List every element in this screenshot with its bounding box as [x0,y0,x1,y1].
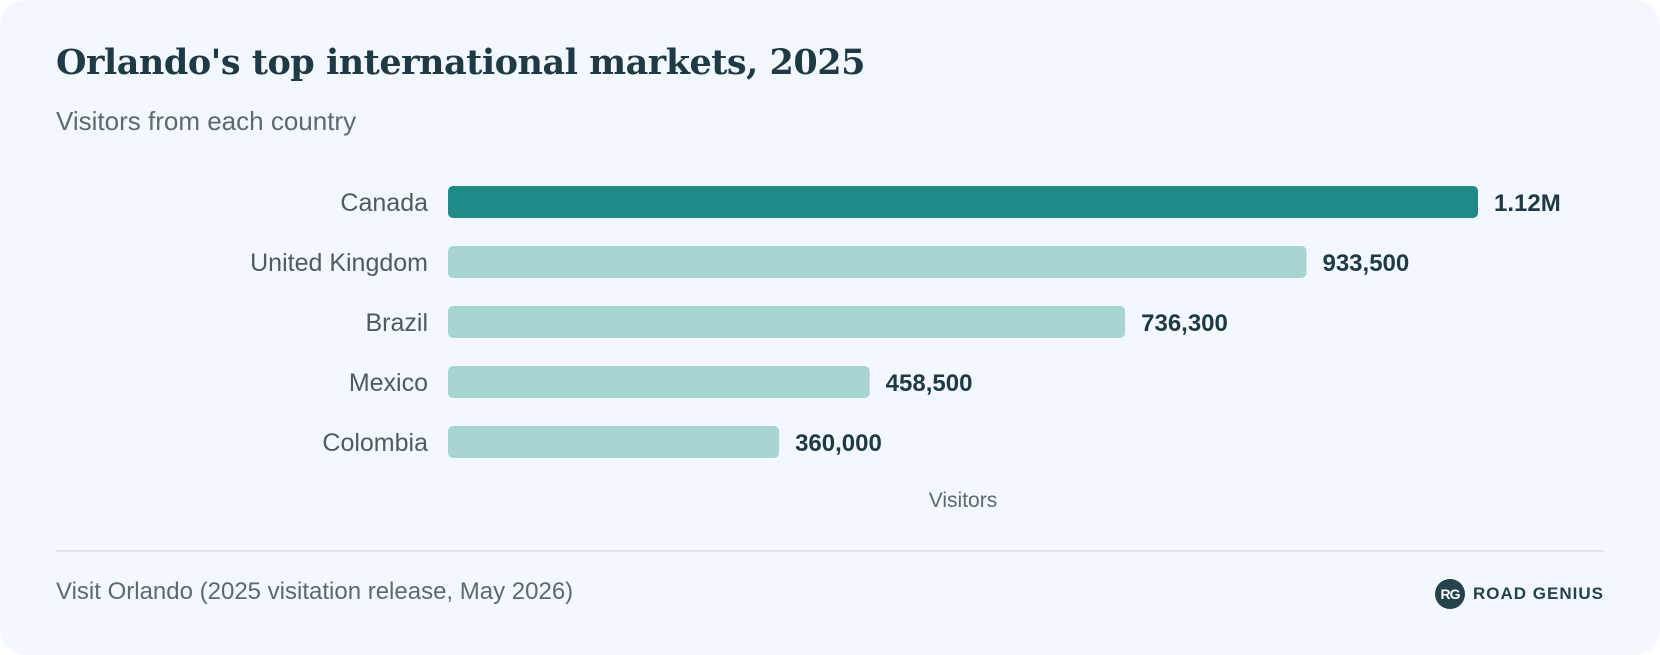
bar [448,426,780,458]
bar-chart: Canada 1.12M United Kingdom 933,500 Brazil 73… [250,186,1561,512]
brand-name: ROAD GENIUS [1473,584,1604,603]
chart-subtitle: Visitors from each country [56,106,357,136]
bar [448,306,1126,338]
bar [448,186,1478,218]
value-label: 933,500 [1322,250,1409,277]
chart-title: Orlando's top international markets, 202… [56,42,865,83]
category-label: Mexico [349,369,428,397]
value-label: 458,500 [886,370,973,397]
footer-divider [56,550,1604,552]
brand-logo: RG ROAD GENIUS [1435,579,1604,609]
bar [448,366,870,398]
source-note: Visit Orlando (2025 visitation release, … [56,578,574,605]
category-label: United Kingdom [250,249,428,277]
category-label: Colombia [322,429,428,457]
bars-layer: Canada 1.12M United Kingdom 933,500 Brazil 73… [250,186,1561,458]
category-label: Canada [340,189,428,217]
bar [448,246,1307,278]
brand-badge-icon: RG [1435,579,1466,609]
value-label: 1.12M [1494,190,1561,217]
value-label: 360,000 [795,430,882,457]
value-label: 736,300 [1141,310,1228,337]
x-axis-label: Visitors [929,489,997,512]
category-label: Brazil [365,309,428,337]
